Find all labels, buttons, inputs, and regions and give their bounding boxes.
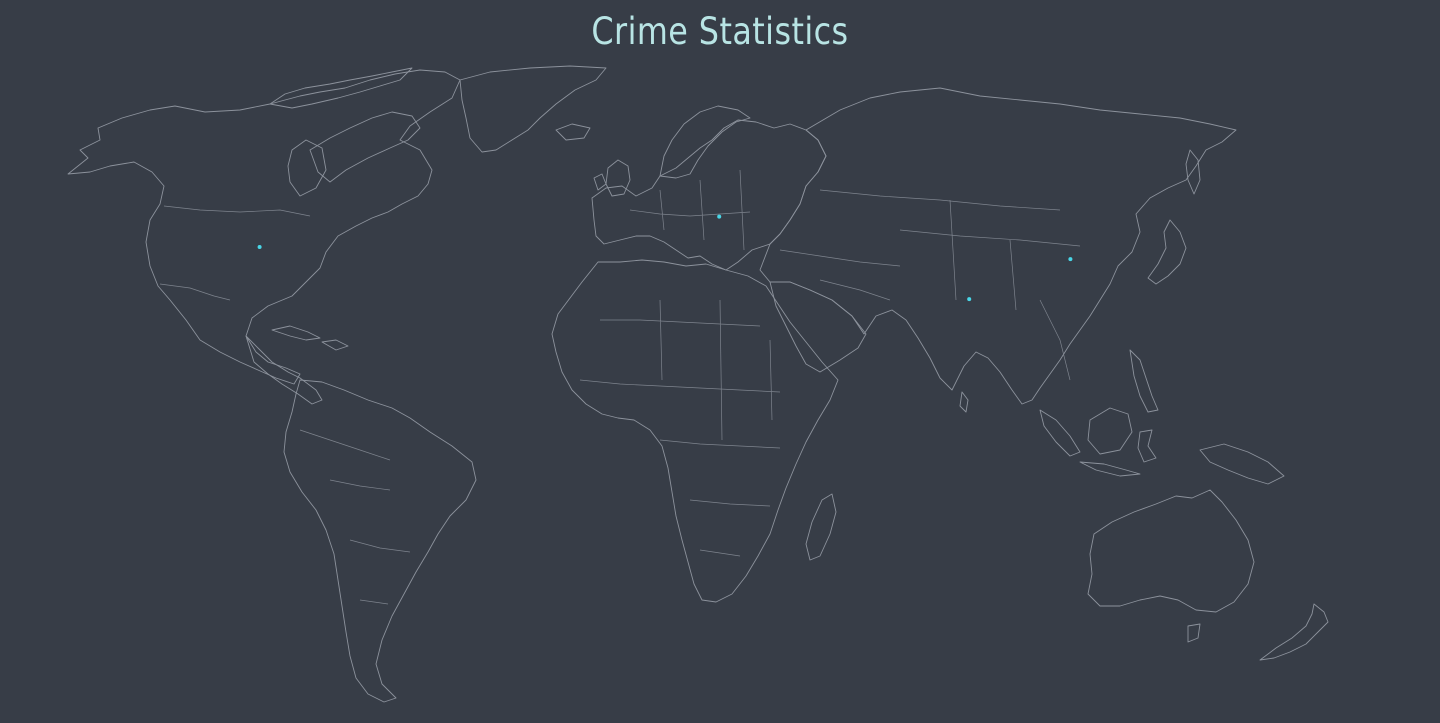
- iceland-outline: [555, 123, 591, 141]
- arabia-outline: [769, 281, 867, 373]
- new-guinea-outline: [1199, 443, 1285, 485]
- sri-lanka-outline: [959, 391, 969, 413]
- africa-borders: [579, 299, 781, 557]
- borneo-outline: [1087, 407, 1133, 455]
- us-mexico-border: [159, 283, 231, 301]
- java-outline: [1079, 461, 1141, 477]
- asia-outline: [759, 87, 1237, 405]
- crime-markers[interactable]: [257, 214, 1073, 302]
- north-america-outline: [67, 69, 461, 385]
- philippines-outline: [1129, 349, 1159, 413]
- australia-outline: [1087, 489, 1255, 613]
- sumatra-outline: [1039, 409, 1081, 457]
- greenland-outline: [459, 65, 607, 153]
- sakhalin-outline: [1185, 149, 1201, 195]
- europe-outline: [591, 119, 827, 271]
- hispaniola-outline: [321, 339, 349, 351]
- baffin-island-outline: [309, 111, 421, 183]
- hudson-bay-outline: [287, 139, 327, 197]
- page-title: Crime Statistics: [591, 10, 849, 53]
- marker-china[interactable]: [1068, 257, 1073, 262]
- country-borders: [159, 169, 1081, 605]
- europe-borders: [629, 169, 751, 251]
- south-america-outline: [283, 379, 477, 703]
- asia-borders: [819, 189, 1081, 381]
- japan-outline: [1147, 219, 1187, 285]
- south-america-borders: [299, 429, 411, 605]
- madagascar-outline: [805, 493, 837, 561]
- us-canada-border: [163, 205, 311, 217]
- british-isles-outline: [605, 159, 631, 197]
- tasmania-outline: [1187, 623, 1201, 643]
- new-zealand-outline: [1259, 603, 1329, 661]
- africa-outline: [551, 259, 839, 603]
- scandinavia-outline: [659, 105, 751, 179]
- sulawesi-outline: [1137, 429, 1157, 463]
- arctic-islands-outline: [269, 67, 413, 109]
- marker-india[interactable]: [967, 297, 972, 302]
- cuba-outline: [271, 325, 321, 341]
- ireland-outline: [593, 173, 607, 191]
- middle-east-borders: [779, 249, 901, 301]
- marker-central-europe[interactable]: [717, 214, 722, 219]
- central-america-outline: [245, 335, 323, 405]
- marker-united-states[interactable]: [257, 245, 262, 249]
- land-outlines: [67, 65, 1329, 703]
